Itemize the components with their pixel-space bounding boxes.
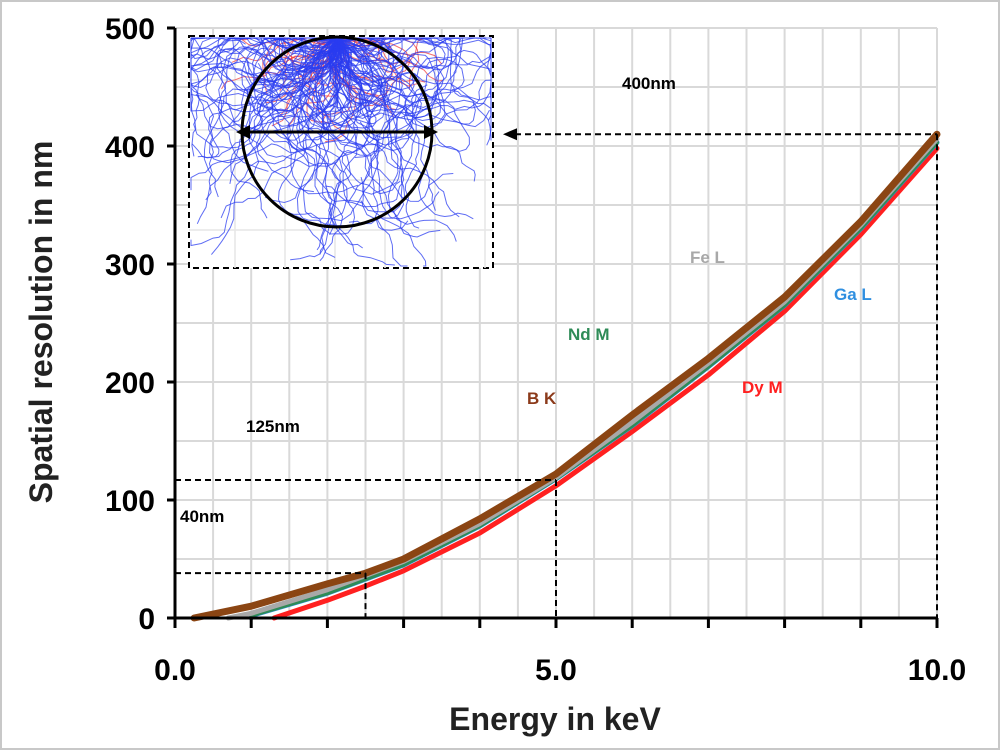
trajectory-path — [321, 37, 454, 202]
annotation-125nm: 125nm — [246, 417, 300, 436]
x-axis-title: Energy in keV — [449, 701, 661, 737]
trajectory-path — [190, 37, 338, 157]
tick-labels: 0.0 5.0 10.0 0 100 200 300 400 500 — [105, 13, 966, 687]
trajectory-path — [220, 37, 338, 219]
series-label-nd-m: Nd M — [568, 325, 610, 344]
y-axis-title: Spatial resolution in nm — [23, 141, 59, 504]
trajectory-inset — [188, 35, 494, 269]
guide-arrow-left-icon — [503, 128, 517, 141]
trajectory-path — [241, 37, 347, 152]
trajectory-path — [335, 37, 415, 146]
y-tick-label: 400 — [105, 131, 155, 164]
trajectory-path — [336, 37, 453, 122]
annotation-40nm: 40nm — [180, 507, 224, 526]
trajectory-path — [336, 37, 422, 213]
trajectory-path — [196, 37, 338, 225]
trajectory-path — [251, 37, 338, 144]
y-tick-label: 0 — [138, 603, 155, 636]
trajectory-path — [205, 37, 345, 201]
trajectory-path — [334, 37, 490, 141]
trajectory-path — [217, 37, 339, 134]
trajectory-path — [218, 37, 338, 172]
trajectory-path — [315, 37, 460, 218]
trajectory-path — [255, 37, 359, 195]
series-line-b-k — [190, 130, 941, 622]
diameter-arrow-right-icon — [424, 125, 438, 139]
trajectory-path — [287, 37, 413, 167]
trajectory-path — [302, 37, 365, 222]
annotation-400nm: 400nm — [622, 74, 676, 93]
trajectory-path — [296, 37, 395, 266]
y-tick-label: 300 — [105, 249, 155, 282]
y-tick-label: 100 — [105, 485, 155, 518]
trajectory-path — [334, 37, 492, 111]
trajectory-path — [281, 37, 358, 235]
trajectory-path — [301, 37, 377, 129]
guide-lines — [175, 128, 938, 618]
axes — [167, 26, 939, 628]
x-tick-label: 0.0 — [154, 654, 196, 687]
y-tick-label: 200 — [105, 367, 155, 400]
trajectory-path — [336, 37, 484, 119]
trajectory-path — [337, 37, 465, 131]
trajectory-path — [336, 37, 445, 158]
diameter-arrow-left-icon — [236, 125, 250, 139]
y-tick-label: 500 — [105, 13, 155, 46]
trajectory-path — [336, 37, 441, 238]
series-label-b-k: B K — [527, 389, 557, 408]
trajectory-path — [336, 37, 476, 125]
trajectory-path — [190, 37, 338, 113]
trajectory-path — [190, 37, 338, 130]
series-label-fe-l: Fe L — [690, 248, 725, 267]
trajectory-path — [256, 37, 364, 204]
series-label-dy-m: Dy M — [742, 378, 783, 397]
trajectory-path — [336, 37, 470, 152]
series-curves — [190, 130, 941, 622]
x-tick-label: 5.0 — [535, 654, 577, 687]
x-tick-label: 10.0 — [908, 654, 966, 687]
trajectory-path — [190, 37, 338, 107]
series-label-ga-l: Ga L — [834, 285, 872, 304]
